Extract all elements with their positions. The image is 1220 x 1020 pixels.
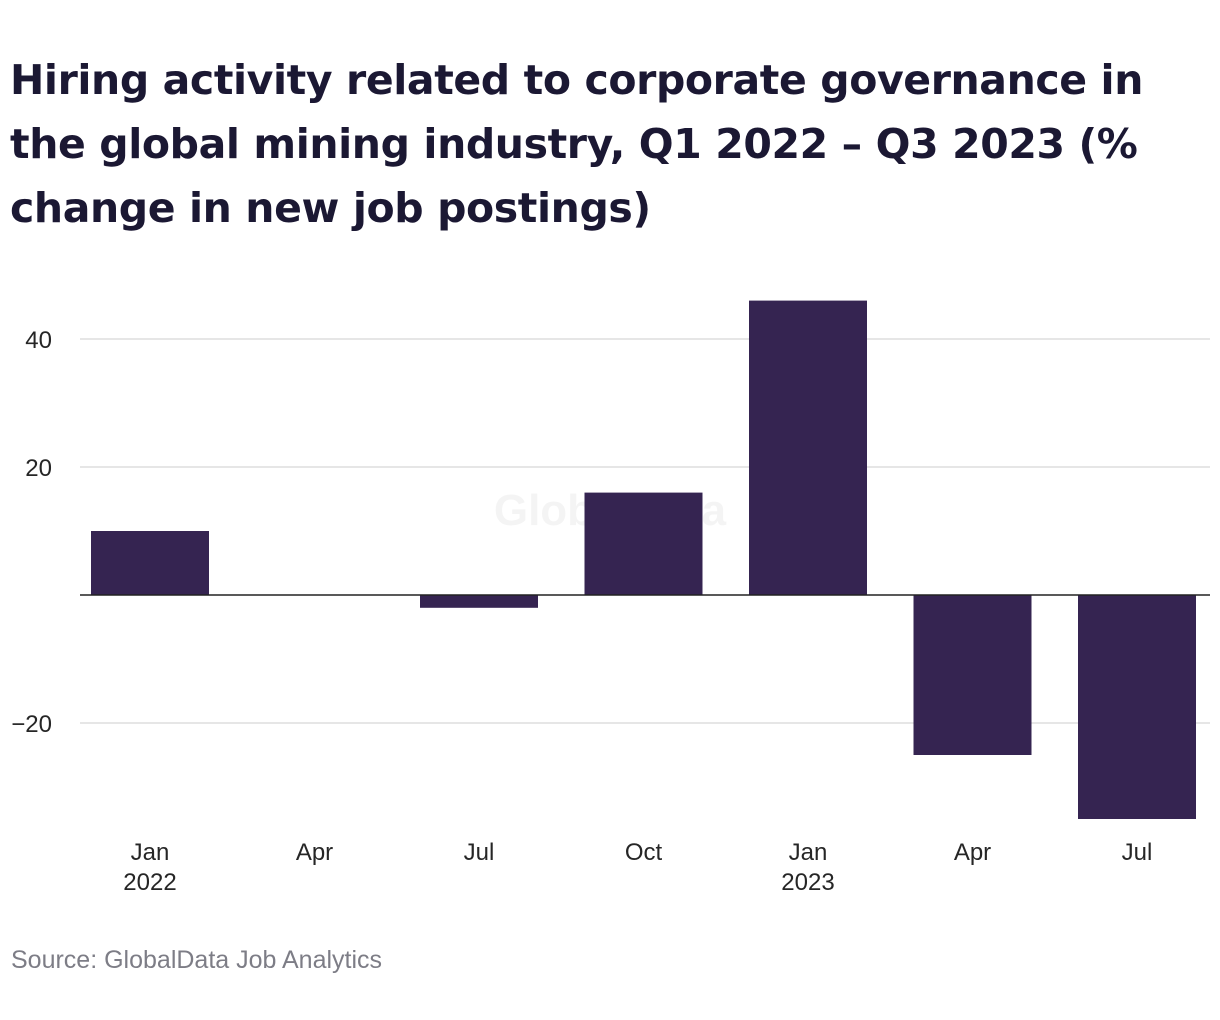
y-tick-label: 40	[25, 327, 52, 354]
source-note: Source: GlobalData Job Analytics	[11, 946, 383, 974]
x-tick-label: Apr	[954, 839, 991, 866]
x-tick-label: Jul	[1122, 839, 1153, 866]
x-tick-label: Jan	[789, 839, 828, 866]
y-tick-label: −20	[11, 711, 52, 738]
bar-1	[91, 531, 209, 595]
bar-3	[420, 595, 538, 608]
x-tick-label: Apr	[296, 839, 333, 866]
bar-4	[584, 492, 703, 595]
x-tick-label: Oct	[625, 839, 663, 866]
bars	[91, 300, 1196, 819]
bar-6	[913, 595, 1032, 755]
x-axis-tick-labels: Jan 2022 Apr Jul Oct Jan 2023 Apr Jul	[123, 839, 1152, 896]
bar-5	[749, 300, 867, 595]
chart-title: Hiring activity related to corporate gov…	[10, 56, 1143, 232]
x-tick-label: Jan	[131, 839, 170, 866]
y-tick-label: 20	[25, 455, 52, 482]
x-tick-year-label: 2023	[781, 869, 834, 896]
x-tick-year-label: 2022	[123, 869, 176, 896]
bar-7	[1078, 595, 1196, 819]
x-tick-label: Jul	[464, 839, 495, 866]
y-axis-tick-labels: 40 20 −20	[11, 327, 52, 738]
